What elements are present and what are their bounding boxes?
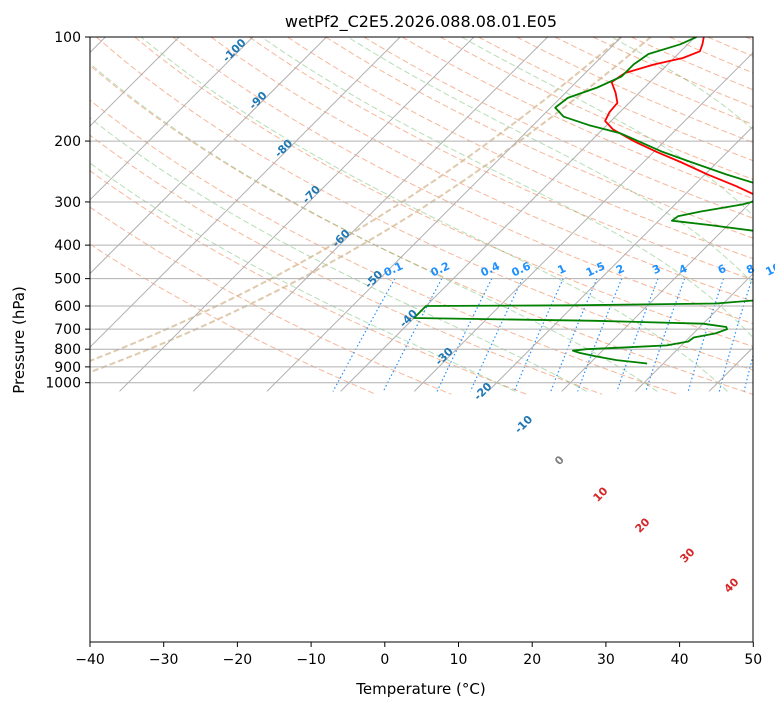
x-tick-label: −30	[149, 652, 179, 668]
y-tick-label: 300	[54, 195, 81, 211]
x-tick-label: 10	[450, 652, 468, 668]
mixing-ratio-line	[436, 278, 493, 392]
isotherm-gridline	[119, 37, 475, 392]
moist-adiabat	[461, 37, 753, 217]
dry-adiabat	[90, 64, 753, 395]
isotherm-gridline	[413, 51, 753, 392]
dry-adiabat	[249, 37, 753, 281]
dry-adiabat	[90, 243, 377, 395]
isotherm-gridline	[90, 37, 254, 201]
thermal-band-curve	[90, 37, 622, 363]
x-tick-label: 40	[671, 652, 689, 668]
mixing-ratio-line	[616, 278, 659, 392]
temperature-profile	[604, 37, 753, 196]
x-tick-label: 30	[597, 652, 615, 668]
y-tick-label: 500	[54, 272, 81, 288]
isotherm-gridline	[487, 125, 753, 392]
y-axis-label: Pressure (hPa)	[10, 286, 28, 394]
isotherm-gridline	[90, 37, 180, 127]
y-tick-label: 1000	[45, 376, 81, 392]
y-tick-label: 800	[54, 342, 81, 358]
x-tick-label: 20	[523, 652, 541, 668]
plot-frame	[89, 36, 754, 643]
mixing-ratio-line	[645, 278, 686, 392]
isotherm-gridline	[192, 37, 548, 392]
x-tick-label: −10	[296, 652, 326, 668]
x-axis-label: Temperature (°C)	[355, 680, 485, 698]
dewpoint-profile	[413, 37, 753, 365]
x-tick-label: −20	[223, 652, 253, 668]
y-tick-label: 600	[54, 299, 81, 315]
isotherm-gridline	[90, 37, 327, 275]
y-tick-label: 100	[54, 30, 81, 46]
dry-adiabat	[325, 37, 753, 239]
mixing-ratio-line	[332, 278, 396, 392]
dry-adiabat	[90, 206, 452, 395]
mixing-ratio-label: 10	[764, 260, 775, 278]
isotherm-gridline	[266, 37, 622, 392]
mixing-ratio-line	[469, 278, 524, 392]
dry-adiabat	[134, 37, 753, 348]
x-tick-label: 0	[380, 652, 389, 668]
x-tick-label: 50	[744, 652, 762, 668]
dry-adiabat	[96, 37, 753, 371]
moist-adiabat	[347, 37, 753, 285]
y-tick-label: 200	[54, 134, 81, 150]
y-tick-label: 700	[54, 322, 81, 338]
x-tick-label: −40	[75, 652, 105, 668]
moist-adiabat	[90, 117, 587, 392]
dry-adiabat	[90, 134, 603, 395]
x-axis: −40 −30 −20 −10 0 10 20 30 40 50	[75, 642, 762, 668]
profile-lines	[413, 37, 753, 365]
isotherm-gridline	[635, 273, 753, 392]
isotherm-gridline	[340, 37, 696, 392]
mixing-ratio-line	[550, 278, 598, 392]
isotherm-gridline	[561, 199, 753, 392]
isotherm-gridline	[90, 37, 401, 348]
chart-title: wetPf2_C2E5.2026.088.08.01.E05	[285, 12, 557, 32]
dry-adiabat	[90, 170, 527, 395]
dry-adiabat	[90, 99, 678, 395]
dry-adiabat	[287, 37, 753, 260]
y-tick-label: 400	[54, 238, 81, 254]
y-tick-label: 900	[54, 360, 81, 376]
